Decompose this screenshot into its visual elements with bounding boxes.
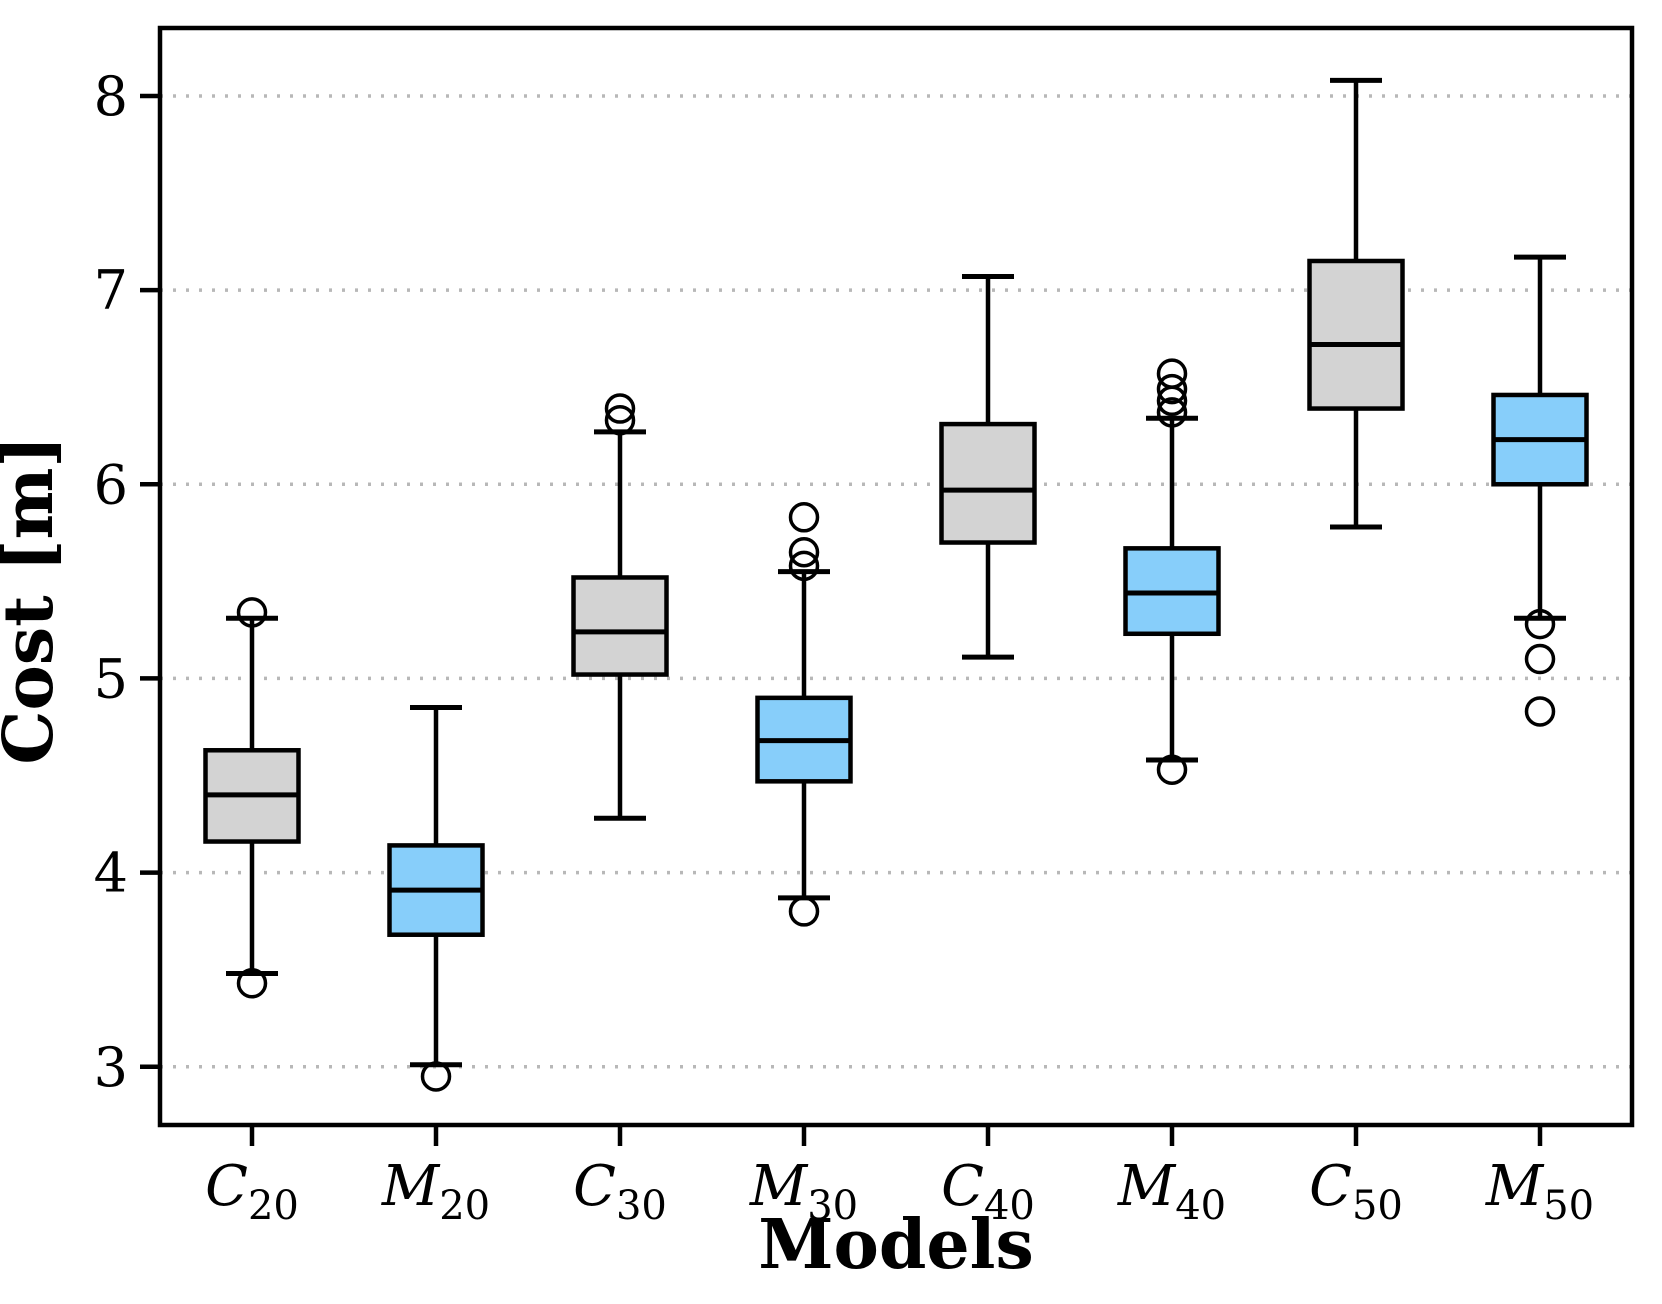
outlier-M40-3 [1156,397,1188,428]
xtick-label-M50: M50 [1485,1154,1594,1229]
outlier-M30-3 [788,896,820,927]
axis-layer: 3 4 5 6 7 8 C20 M20 C30 M30 C40 M40 C50 M50 [94,65,1594,1229]
xtick-label-C50: C50 [1309,1154,1403,1229]
gridline-layer [160,94,1632,1069]
ytick-label-6: 6 [94,453,128,516]
outlier-M40-2 [1156,385,1188,417]
ytick-label-8: 8 [94,65,128,128]
outlier-M50-1 [1524,643,1556,675]
outlier-C30-0 [604,393,636,424]
ytick-label-7: 7 [94,259,128,322]
box-group-C20 [203,597,301,999]
y-axis-title: Cost [m] [0,435,69,764]
ytick-label-3: 3 [94,1036,128,1099]
box-C50 [1307,258,1405,411]
xtick-label-M30: M30 [749,1154,858,1229]
box-group-M40 [1123,358,1221,785]
box-group-M50 [1491,254,1589,727]
ytick-label-4: 4 [94,842,128,905]
outlier-C20-0 [236,597,268,628]
xtick-label-C20: C20 [205,1154,299,1229]
outlier-M30-0 [788,502,820,533]
box-group-C40 [939,274,1037,660]
xtick-label-M20: M20 [381,1154,490,1229]
x-axis-title: Models [758,1205,1034,1285]
outlier-C20-1 [236,968,268,999]
outlier-M40-1 [1156,373,1188,405]
box-group-M20 [387,705,485,1092]
xtick-label-C30: C30 [573,1154,667,1229]
outlier-M40-0 [1156,358,1188,389]
box-group-C30 [571,393,669,821]
box-C40 [939,421,1037,545]
plot-frame [157,25,1635,1128]
outlier-M30-2 [788,550,820,582]
ytick-label-5: 5 [94,647,128,710]
box-C30 [571,575,669,677]
box-group-C50 [1307,77,1405,530]
outlier-M20-0 [420,1061,452,1092]
outlier-M40-4 [1156,754,1188,785]
outlier-M30-1 [788,536,820,568]
box-layer [203,77,1589,1092]
outlier-M50-2 [1524,696,1556,727]
outlier-C30-1 [604,404,636,436]
xtick-label-C40: C40 [941,1154,1035,1229]
outlier-M50-0 [1524,608,1556,640]
box-group-M30 [755,502,853,927]
xtick-label-M40: M40 [1117,1154,1226,1229]
